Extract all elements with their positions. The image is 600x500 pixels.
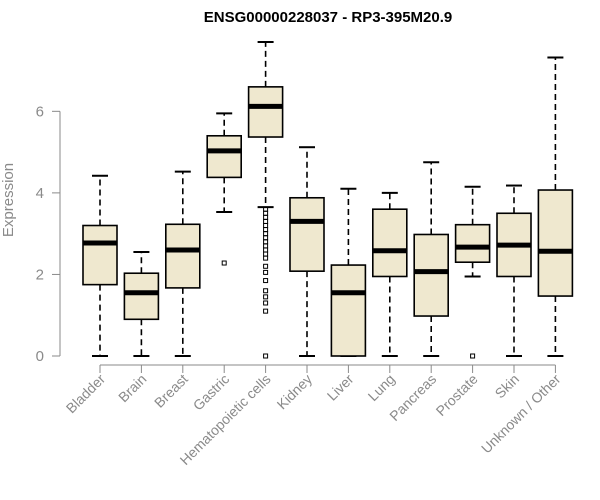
x-tick-label: Breast: [151, 371, 191, 411]
x-tick-label: Brain: [115, 371, 149, 405]
box-iqr: [413, 233, 450, 317]
outlier-point: [263, 308, 269, 314]
outlier-point: [263, 214, 269, 220]
x-tick-label: Unknown / Other: [478, 371, 564, 457]
box-iqr: [454, 223, 491, 264]
y-tick-label: 0: [36, 348, 44, 365]
box-iqr: [247, 86, 284, 138]
outlier-point: [263, 227, 269, 233]
x-tick-label: Skin: [492, 371, 523, 402]
outlier-point: [263, 294, 269, 300]
outlier-point: [470, 353, 476, 359]
outlier-point: [221, 260, 227, 266]
outlier-point: [263, 251, 269, 257]
box-group-gastric: [206, 112, 242, 266]
box-group-lung: [371, 191, 408, 357]
box-iqr: [371, 208, 408, 278]
outlier-point: [263, 210, 269, 216]
x-tick-label: Kidney: [274, 371, 316, 413]
outlier-point: [263, 218, 269, 224]
box-iqr: [206, 134, 242, 179]
chart-title: ENSG00000228037 - RP3-395M20.9: [204, 9, 453, 26]
box-iqr: [330, 264, 367, 357]
outlier-point: [263, 243, 269, 249]
y-axis-label: Expression: [0, 163, 17, 237]
box-group-prostate: [454, 185, 491, 359]
x-tick-label: Liver: [324, 371, 357, 404]
box-group-brain: [123, 251, 160, 357]
box-iqr: [537, 189, 574, 297]
box-iqr: [82, 224, 118, 286]
box-iqr: [289, 196, 325, 272]
outlier-point: [263, 353, 269, 359]
box-group-breast: [165, 170, 201, 357]
outlier-point: [263, 263, 269, 269]
box-group-hematopoietic-cells: [247, 41, 284, 359]
box-group-skin: [496, 184, 532, 357]
outlier-point: [263, 223, 269, 229]
outlier-point: [263, 269, 269, 275]
x-tick-label: Lung: [365, 371, 398, 404]
outlier-point: [263, 239, 269, 245]
outlier-point: [263, 231, 269, 237]
x-tick-label: Prostate: [433, 371, 481, 419]
outlier-point: [263, 288, 269, 294]
y-tick-label: 2: [36, 266, 44, 283]
y-tick-label: 4: [36, 185, 44, 202]
box-iqr: [165, 223, 201, 289]
outlier-point: [263, 278, 269, 284]
box-group-kidney: [289, 146, 325, 357]
outlier-point: [263, 247, 269, 253]
box-group-liver: [330, 187, 367, 357]
box-group-unknown-other: [537, 56, 574, 357]
outlier-point: [263, 300, 269, 306]
box-group-pancreas: [413, 161, 450, 357]
box-iqr: [123, 272, 160, 321]
y-axis: 0 2 4 6: [36, 103, 61, 365]
outlier-point: [263, 255, 269, 261]
x-tick-label: Bladder: [63, 371, 109, 417]
box-series: [82, 41, 574, 359]
outlier-point: [263, 235, 269, 241]
box-group-bladder: [82, 174, 118, 357]
y-tick-label: 6: [36, 103, 44, 120]
